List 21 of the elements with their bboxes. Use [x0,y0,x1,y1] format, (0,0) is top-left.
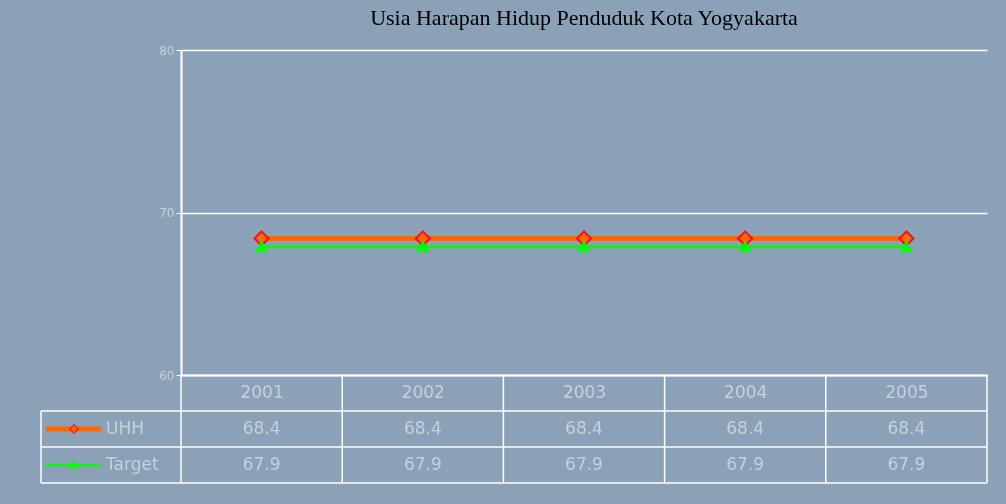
x-tick-label: 2002 [401,381,445,402]
data-label: 68.4 [403,418,442,438]
legend-label: UHH [106,418,145,438]
data-label: 67.9 [887,454,926,474]
data-label: 67.9 [726,454,765,474]
data-label: 68.4 [887,418,926,438]
chart-title: Usia Harapan Hidup Penduduk Kota Yogyakarta [370,5,799,30]
x-tick-label: 2005 [885,381,929,402]
data-label: 68.4 [242,418,281,438]
y-tick-label: 80 [159,43,175,58]
data-label: 67.9 [242,454,281,474]
data-label: 68.4 [726,418,765,438]
y-tick-label: 60 [159,368,175,383]
legend-label: Target [105,454,159,474]
y-tick-label: 70 [159,206,175,220]
data-label: 67.9 [565,454,603,474]
x-tick-label: 2004 [724,381,768,402]
x-tick-label: 2003 [562,381,607,402]
data-label: 68.4 [565,418,603,438]
x-tick-label: 2001 [240,381,284,402]
data-label: 67.9 [403,454,442,474]
